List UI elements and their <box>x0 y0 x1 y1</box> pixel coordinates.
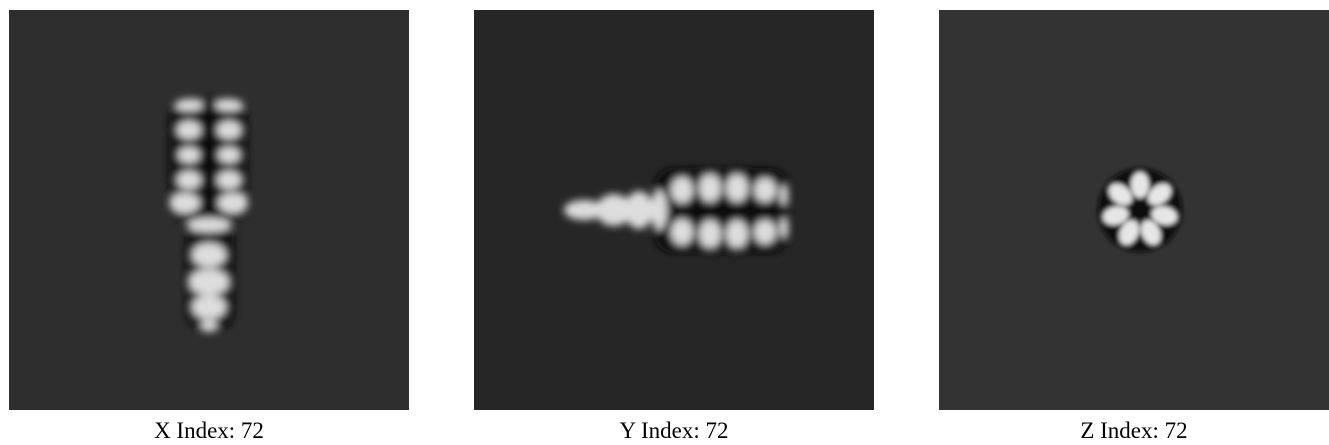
x-slice-image <box>9 10 409 410</box>
y-slice-image <box>474 10 874 410</box>
caption: Z Index: 72 <box>934 418 1329 444</box>
caption: Y Index: 72 <box>474 418 874 444</box>
caption: X Index: 72 <box>9 418 409 444</box>
page: X Index: 72 Y Index: 72 <box>0 0 1329 445</box>
z-slice-image <box>939 10 1329 410</box>
